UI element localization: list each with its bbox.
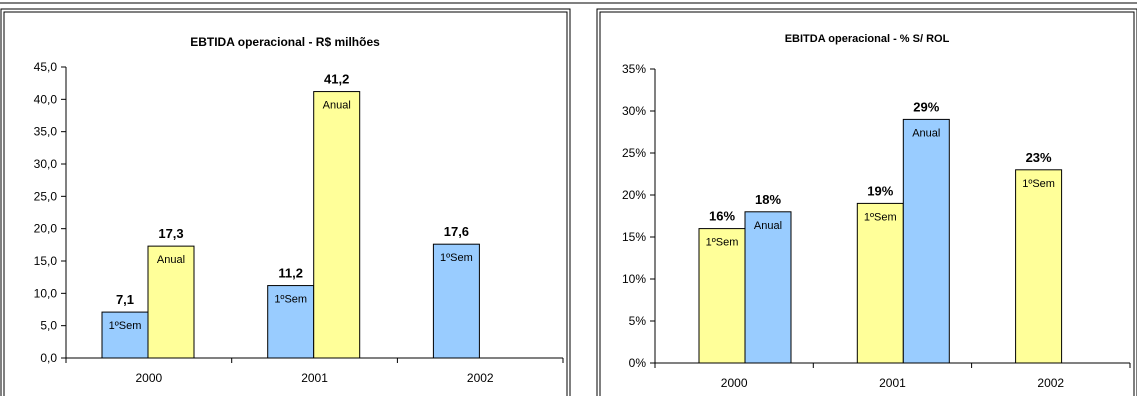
y-tick-label: 20,0 — [34, 222, 58, 236]
bar — [101, 311, 149, 359]
chart-left-plot: 0,0 5,0 10,0 15,0 20,0 25,0 30,0 35,0 40,0 45,0 20… — [34, 60, 564, 385]
x-tick-label: 2002 — [1037, 376, 1064, 390]
bar — [698, 228, 746, 364]
bar — [267, 285, 315, 359]
y-tick-label: 15,0 — [34, 254, 58, 268]
bar-value-label: 23% — [1026, 150, 1052, 165]
bar-value-label: 19% — [867, 183, 893, 198]
bar — [744, 211, 792, 364]
bar — [902, 118, 950, 364]
chart-right-frame-inner — [599, 11, 1135, 401]
bar — [147, 245, 195, 359]
bar-inner-label: Anual — [754, 220, 782, 232]
y-tick-label: 20% — [622, 188, 646, 202]
bar-inner-label: Anual — [157, 254, 185, 266]
x-tick-label: 2002 — [467, 371, 494, 385]
chart-left: EBTIDA operacional - R$ milhões 0,0 5,0 10… — [0, 8, 571, 401]
x-tick-label: 2000 — [721, 376, 748, 390]
chart-left-title: EBTIDA operacional - R$ milhões — [190, 35, 380, 49]
chart-left-frame-inner — [3, 11, 568, 401]
bar-value-label: 11,2 — [278, 266, 303, 281]
bar-inner-label: 1ºSem — [440, 252, 473, 264]
bar-inner-label: 1ºSem — [706, 237, 739, 249]
y-tick-label: 35,0 — [34, 125, 58, 139]
y-tick-label: 35% — [622, 62, 646, 76]
y-tick-label: 10% — [622, 272, 646, 286]
y-tick-label: 30,0 — [34, 157, 58, 171]
chart-right-title: EBITDA operacional - % S/ ROL — [785, 33, 950, 45]
bar — [432, 243, 480, 359]
bar — [856, 202, 904, 364]
y-tick-label: 5% — [629, 314, 647, 328]
y-tick-label: 25,0 — [34, 189, 58, 203]
bar-value-label: 41,2 — [324, 72, 349, 87]
x-tick-label: 2001 — [879, 376, 906, 390]
bar-inner-label: 1ºSem — [274, 294, 307, 306]
y-tick-label: 0% — [629, 356, 647, 370]
bar-inner-label: Anual — [912, 127, 940, 139]
y-tick-label: 0,0 — [40, 351, 57, 365]
y-tick-label: 15% — [622, 230, 646, 244]
bar — [313, 91, 361, 359]
x-tick-label: 2001 — [301, 371, 328, 385]
y-tick-label: 45,0 — [34, 60, 58, 74]
bar-value-label: 29% — [913, 99, 939, 114]
bar-inner-label: 1ºSem — [109, 320, 142, 332]
y-tick-label: 5,0 — [40, 319, 57, 333]
chart-right: EBITDA operacional - % S/ ROL 0% 5% 10% 15%… — [596, 8, 1137, 401]
bar-value-label: 7,1 — [116, 292, 134, 307]
y-tick-label: 30% — [622, 104, 646, 118]
x-tick-label: 2000 — [135, 371, 162, 385]
bar-inner-label: Anual — [323, 100, 351, 112]
bar-value-label: 17,3 — [158, 226, 183, 241]
y-tick-label: 25% — [622, 146, 646, 160]
bar-value-label: 18% — [755, 192, 781, 207]
y-tick-label: 40,0 — [34, 92, 58, 106]
bar-inner-label: 1ºSem — [1022, 178, 1055, 190]
bar-value-label: 17,6 — [444, 224, 469, 239]
bar-inner-label: 1ºSem — [864, 211, 897, 223]
chart-right-plot: 0% 5% 10% 15% 20% 25% 30% 35% 2000 2001 2002 16% 1ºS… — [622, 62, 1131, 390]
bar — [1015, 169, 1063, 364]
y-tick-label: 10,0 — [34, 286, 58, 300]
bar-value-label: 16% — [709, 209, 735, 224]
